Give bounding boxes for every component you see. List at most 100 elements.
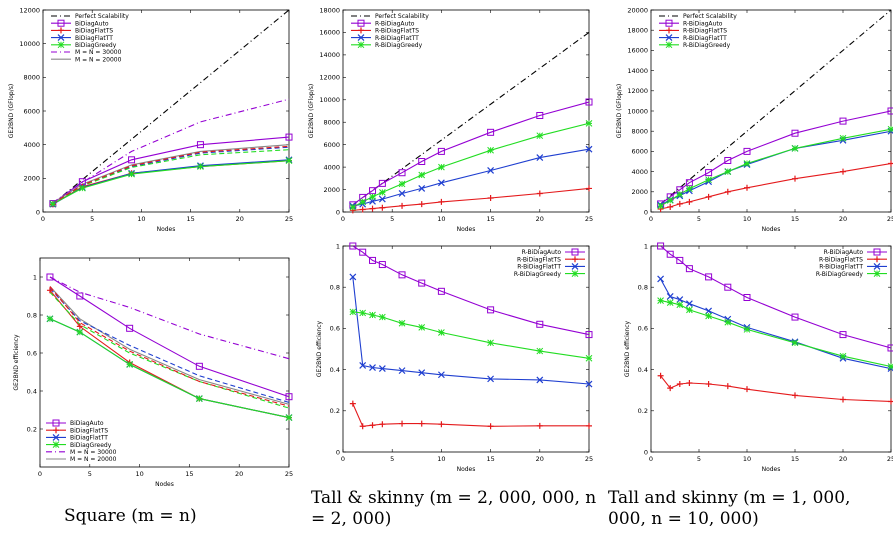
data-point [791,339,799,347]
data-point [888,398,893,405]
data-point [744,184,750,191]
y-axis-label: GE2BND efficiency [13,334,20,391]
y-tick-label: 0.8 [638,284,648,292]
data-point [791,129,799,137]
data-point [196,395,203,402]
legend: BiDiagAutoBiDiagFlatTSBiDiagFlatTTBiDiag… [46,419,117,463]
data-point [705,169,713,177]
data-point [705,193,712,200]
y-axis-label: GE2BND efficiency [624,320,631,377]
y-tick-label: 0.4 [638,366,648,374]
x-tick-label: 0 [41,215,45,223]
data-point [399,420,406,427]
y-tick-label: 0.6 [330,325,340,333]
x-tick-label: 0 [341,215,345,223]
series-line [49,276,289,360]
legend-label: R-BiDiagAuto [683,20,723,27]
data-point [378,179,386,187]
series-line [49,289,289,419]
legend-marker [665,19,673,27]
legend-marker [357,19,365,27]
legend-marker [572,256,578,263]
x-tick-label: 5 [390,215,394,223]
x-tick-label: 10 [135,470,143,478]
legend-label: BiDiagGreedy [75,42,117,49]
data-point [657,202,664,210]
data-point [705,381,712,388]
y-tick-label: 0.4 [27,387,37,395]
data-point [349,242,357,250]
series-line [352,122,589,208]
data-point [657,242,665,250]
legend-label: BiDiagFlatTT [70,435,108,442]
legend-label: R-BiDiagAuto [375,20,415,27]
legend-label: BiDiagGreedy [70,442,112,449]
legend-marker [665,41,673,49]
series-line [660,128,891,207]
data-point [743,294,751,301]
x-tick-label: 5 [697,455,701,463]
y-tick-label: 14000 [627,67,648,75]
data-point [724,156,732,164]
caption-tall-skinny-10000-text: Tall and skinny (m = 1, 000, 000, n = 10… [608,488,851,529]
x-tick-label: 10 [743,455,751,463]
legend-marker [571,248,579,256]
data-point [437,147,445,155]
data-point [398,180,406,188]
series-layer [352,31,589,211]
data-point [359,423,366,430]
legend-label: BiDiagFlatTT [75,35,113,42]
y-tick-label: 18000 [627,27,648,35]
data-point [487,146,494,154]
data-point [586,185,592,192]
y-tick-label: 2000 [23,175,40,183]
x-axis-label: Nodes [457,226,476,233]
y-tick-label: 1 [336,242,340,250]
data-point [792,392,798,399]
data-point [887,125,893,133]
data-point [536,132,544,140]
chart-ts2000-perf: 0 5 10 15 20 25 0 2000 4000 6000 8000 10000 12000 140… [308,6,593,233]
data-point [487,339,494,347]
legend-label: Perfect Scalability [683,13,737,20]
data-point [369,187,377,195]
data-point [437,287,445,295]
legend-label: BiDiagAuto [70,420,104,427]
series-line [660,300,891,368]
legend: R-BiDiagAutoR-BiDiagFlatTSR-BiDiagFlatTT… [816,248,887,278]
data-point [126,324,134,332]
data-point [585,331,593,339]
y-tick-label: 10000 [319,96,340,104]
data-point [705,176,712,184]
data-point [349,400,356,407]
legend-marker [873,262,881,270]
series-line [352,403,589,427]
y-tick-label: 0.8 [27,311,37,319]
data-point [126,361,133,368]
data-point [369,256,377,264]
x-tick-label: 20 [536,455,544,463]
series-layer [660,10,891,210]
data-point [418,158,426,165]
chart-square-eff: 0 5 10 15 20 25 0.2 0.4 0.6 0.8 1 Nodes GE2BND effic… [13,257,293,488]
y-tick-label: 4000 [323,163,340,171]
data-point [536,422,543,429]
legend-marker [57,41,65,49]
data-point [418,420,425,427]
x-tick-label: 5 [390,455,394,463]
data-point [676,200,683,207]
data-point [369,364,376,371]
y-tick-label: 16000 [627,47,648,55]
x-tick-label: 25 [285,215,293,223]
data-point [676,190,684,198]
data-point [285,133,293,141]
data-point [586,422,592,429]
y-tick-label: 0 [336,448,340,456]
data-point [705,273,713,281]
data-point [487,194,494,201]
data-point [887,363,893,370]
y-tick-label: 8000 [323,119,340,127]
series-line [49,286,289,405]
chart-ts2000-eff: 0 5 10 15 20 25 0 0.2 0.4 0.6 0.8 1 Nodes GE2BND effi… [316,242,593,473]
